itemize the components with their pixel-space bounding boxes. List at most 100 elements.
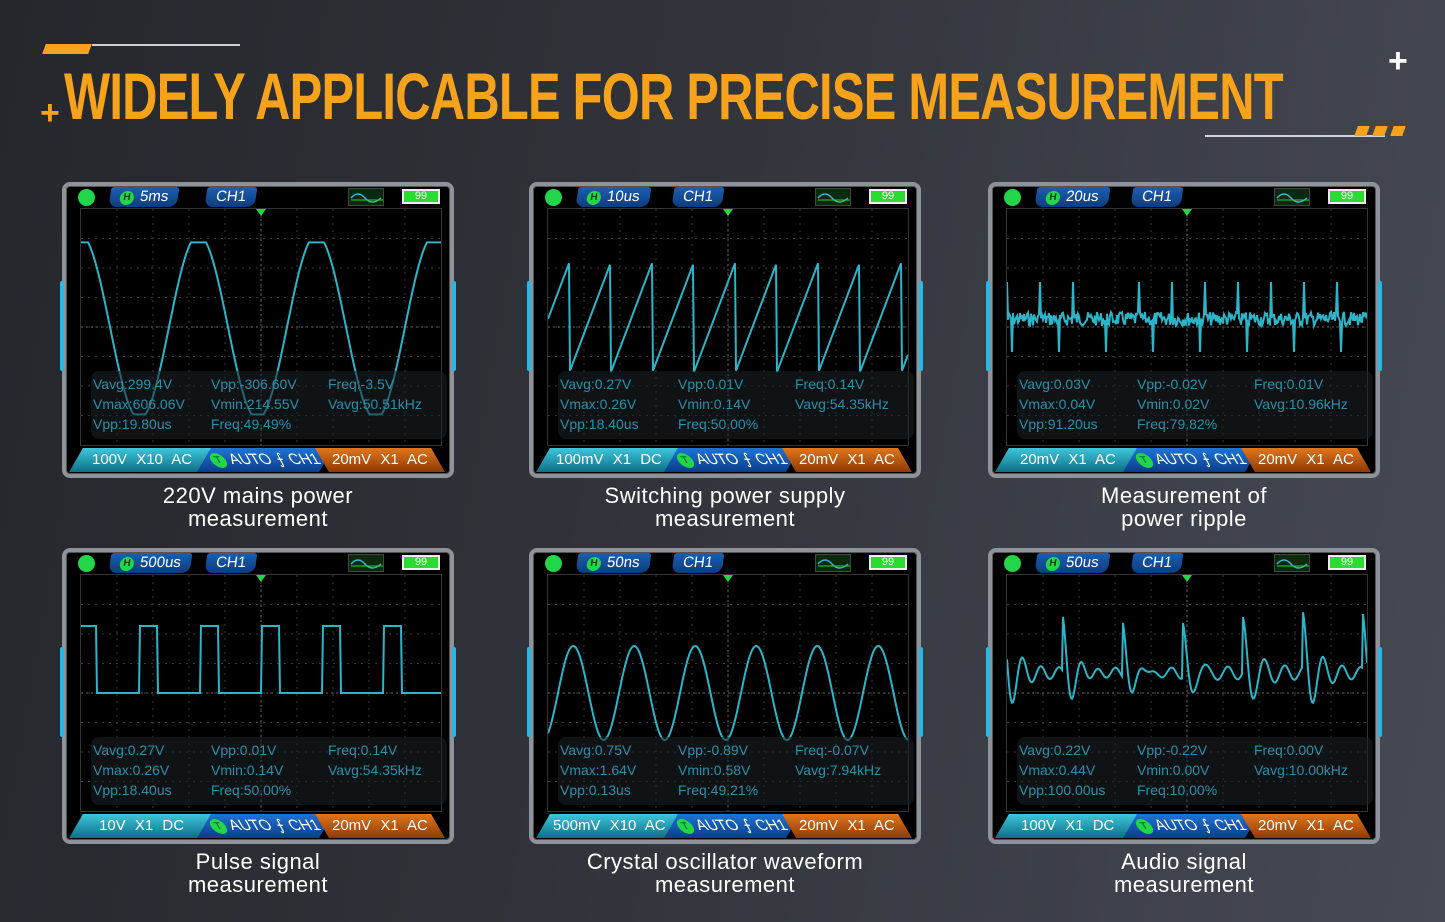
measurement-value: Vpp:0.01V bbox=[678, 376, 744, 392]
ch1-setting[interactable]: 10V X1 DC bbox=[69, 814, 215, 838]
battery-level: 99 bbox=[881, 190, 895, 202]
side-indicator bbox=[452, 647, 456, 737]
measurement-value: Vpp:0.13us bbox=[560, 782, 631, 798]
top-status-bar: H 5ms CH1 99 bbox=[66, 186, 450, 208]
ch1-setting-label: 100V X1 DC bbox=[1021, 817, 1115, 834]
ch1-setting[interactable]: 100V X10 AC bbox=[69, 448, 215, 472]
trigger-setting[interactable]: TAUTO ⨍ CH1 bbox=[1123, 448, 1259, 472]
accent-stripes bbox=[1354, 126, 1408, 136]
measurement-value: Freq:0.01V bbox=[1254, 376, 1324, 392]
run-status-icon bbox=[1004, 555, 1021, 572]
ch2-setting[interactable]: 20mV X1 AC bbox=[315, 814, 445, 838]
measurement-value: Vavg:7.94kHz bbox=[795, 762, 882, 778]
ch1-setting[interactable]: 20mV X1 AC bbox=[995, 448, 1141, 472]
side-indicator bbox=[452, 281, 456, 371]
measurement-value: Vavg:10.96kHz bbox=[1254, 396, 1348, 412]
battery-level: 99 bbox=[881, 556, 895, 568]
waveform-icon bbox=[348, 188, 384, 206]
trigger-setting[interactable]: TAUTO ⨍ CH1 bbox=[1123, 814, 1259, 838]
top-status-bar: H 10us CH1 99 bbox=[533, 186, 917, 208]
top-status-bar: H 50us CH1 99 bbox=[992, 552, 1376, 574]
trigger-marker-icon bbox=[256, 575, 266, 582]
ch2-setting[interactable]: 20mV X1 AC bbox=[1241, 814, 1371, 838]
measurement-value: Freq:50.00% bbox=[678, 416, 759, 432]
signal-trace bbox=[547, 262, 909, 373]
trigger-setting[interactable]: TAUTO ⨍ CH1 bbox=[664, 448, 800, 472]
measurement-value: Vavg:10.00kHz bbox=[1254, 762, 1348, 778]
trigger-marker-icon bbox=[1182, 575, 1192, 582]
page-title: WIDELY APPLICABLE FOR PRECISE MEASUREMEN… bbox=[64, 59, 1284, 133]
measurement-value: Vavg:50.51kHz bbox=[328, 396, 422, 412]
channel-indicator: CH1 bbox=[204, 187, 258, 207]
waveform-display: Vavg:0.75V Vpp:-0.89V Freq:-0.07V Vmax:1.64… bbox=[547, 574, 914, 812]
ch2-setting[interactable]: 20mV X1 AC bbox=[315, 448, 445, 472]
bottom-status-bar: 100V X1 DC TAUTO ⨍ CH1 20mV X1 AC bbox=[995, 814, 1372, 838]
trigger-setting[interactable]: TAUTO ⨍ CH1 bbox=[197, 448, 333, 472]
measurement-value: Vavg:54.35kHz bbox=[795, 396, 889, 412]
top-status-bar: H 50ns CH1 99 bbox=[533, 552, 917, 574]
oscilloscope-screen: H 50us CH1 99 Vavg:0.22V Vpp:-0.22V Freq:0.… bbox=[986, 548, 1382, 844]
channel-label: CH1 bbox=[681, 554, 715, 571]
channel-indicator: CH1 bbox=[671, 187, 725, 207]
trigger-setting[interactable]: TAUTO ⨍ CH1 bbox=[197, 814, 333, 838]
side-indicator bbox=[1378, 647, 1382, 737]
battery-indicator: 99 bbox=[869, 189, 907, 204]
waveform-display: Vavg:0.22V Vpp:-0.22V Freq:0.00V Vmax:0.44V… bbox=[1006, 574, 1373, 812]
measurement-value: Vpp:0.01V bbox=[211, 742, 277, 758]
battery-level: 99 bbox=[1340, 556, 1354, 568]
ch2-setting[interactable]: 20mV X1 AC bbox=[782, 448, 912, 472]
panel-caption: Measurement of power ripple bbox=[988, 484, 1380, 530]
ch2-setting-label: 20mV X1 AC bbox=[332, 451, 428, 468]
bottom-status-bar: 500mV X10 AC TAUTO ⨍ CH1 20mV X1 AC bbox=[536, 814, 913, 838]
measurement-value: Vmax:1.64V bbox=[560, 762, 637, 778]
channel-indicator: CH1 bbox=[1130, 187, 1184, 207]
battery-level: 99 bbox=[414, 556, 428, 568]
run-status-icon bbox=[545, 555, 562, 572]
channel-indicator: CH1 bbox=[204, 553, 258, 573]
measurement-value: Freq:49.21% bbox=[678, 782, 759, 798]
ch1-setting-label: 500mV X10 AC bbox=[552, 817, 666, 834]
measurement-value: Vpp:-0.22V bbox=[1137, 742, 1208, 758]
ch1-setting[interactable]: 500mV X10 AC bbox=[536, 814, 682, 838]
side-indicator bbox=[60, 281, 64, 371]
side-indicator bbox=[1378, 281, 1382, 371]
side-indicator bbox=[986, 281, 990, 371]
trigger-marker-icon bbox=[723, 575, 733, 582]
side-indicator bbox=[919, 647, 923, 737]
battery-level: 99 bbox=[1340, 190, 1354, 202]
ch2-setting[interactable]: 20mV X1 AC bbox=[1241, 448, 1371, 472]
waveform-icon bbox=[815, 554, 851, 572]
measurement-value: Vavg:0.27V bbox=[560, 376, 632, 392]
measurement-value: Vmax:0.04V bbox=[1019, 396, 1096, 412]
caption-line: Switching power supply bbox=[604, 483, 846, 508]
measurement-value: Freq:10.00% bbox=[1137, 782, 1218, 798]
oscilloscope-screen: H 20us CH1 99 Vavg:0.03V Vpp:-0.02V Freq:0.… bbox=[986, 182, 1382, 478]
measurement-value: Vpp:-306.60V bbox=[211, 376, 297, 392]
measurement-value: Vpp:-0.02V bbox=[1137, 376, 1208, 392]
trigger-setting[interactable]: TAUTO ⨍ CH1 bbox=[664, 814, 800, 838]
timebase-value: 10us bbox=[605, 188, 641, 205]
caption-line: Crystal oscillator waveform bbox=[586, 849, 864, 874]
measurement-value: Vpp:-0.89V bbox=[678, 742, 749, 758]
measurement-value: Vavg:0.22V bbox=[1019, 742, 1091, 758]
ch1-setting[interactable]: 100V X1 DC bbox=[995, 814, 1141, 838]
ch1-setting-label: 10V X1 DC bbox=[99, 817, 185, 834]
channel-label: CH1 bbox=[681, 188, 715, 205]
battery-indicator: 99 bbox=[402, 189, 440, 204]
caption-line: measurement bbox=[654, 506, 795, 531]
caption-line: Measurement of bbox=[1101, 483, 1267, 508]
divider-line bbox=[92, 44, 240, 46]
waveform-icon bbox=[1274, 188, 1310, 206]
side-indicator bbox=[986, 647, 990, 737]
caption-line: 220V mains power bbox=[162, 483, 354, 508]
caption-line: Audio signal bbox=[1121, 849, 1247, 874]
measurement-value: Vpp:19.80us bbox=[93, 416, 172, 432]
measurement-value: Freq:79.82% bbox=[1137, 416, 1218, 432]
ch1-setting[interactable]: 100mV X1 DC bbox=[536, 448, 682, 472]
accent-bar bbox=[42, 44, 92, 54]
ch2-setting[interactable]: 20mV X1 AC bbox=[782, 814, 912, 838]
trigger-marker-icon bbox=[256, 209, 266, 216]
run-status-icon bbox=[545, 189, 562, 206]
measurement-value: Vmax:0.26V bbox=[560, 396, 637, 412]
run-status-icon bbox=[78, 189, 95, 206]
